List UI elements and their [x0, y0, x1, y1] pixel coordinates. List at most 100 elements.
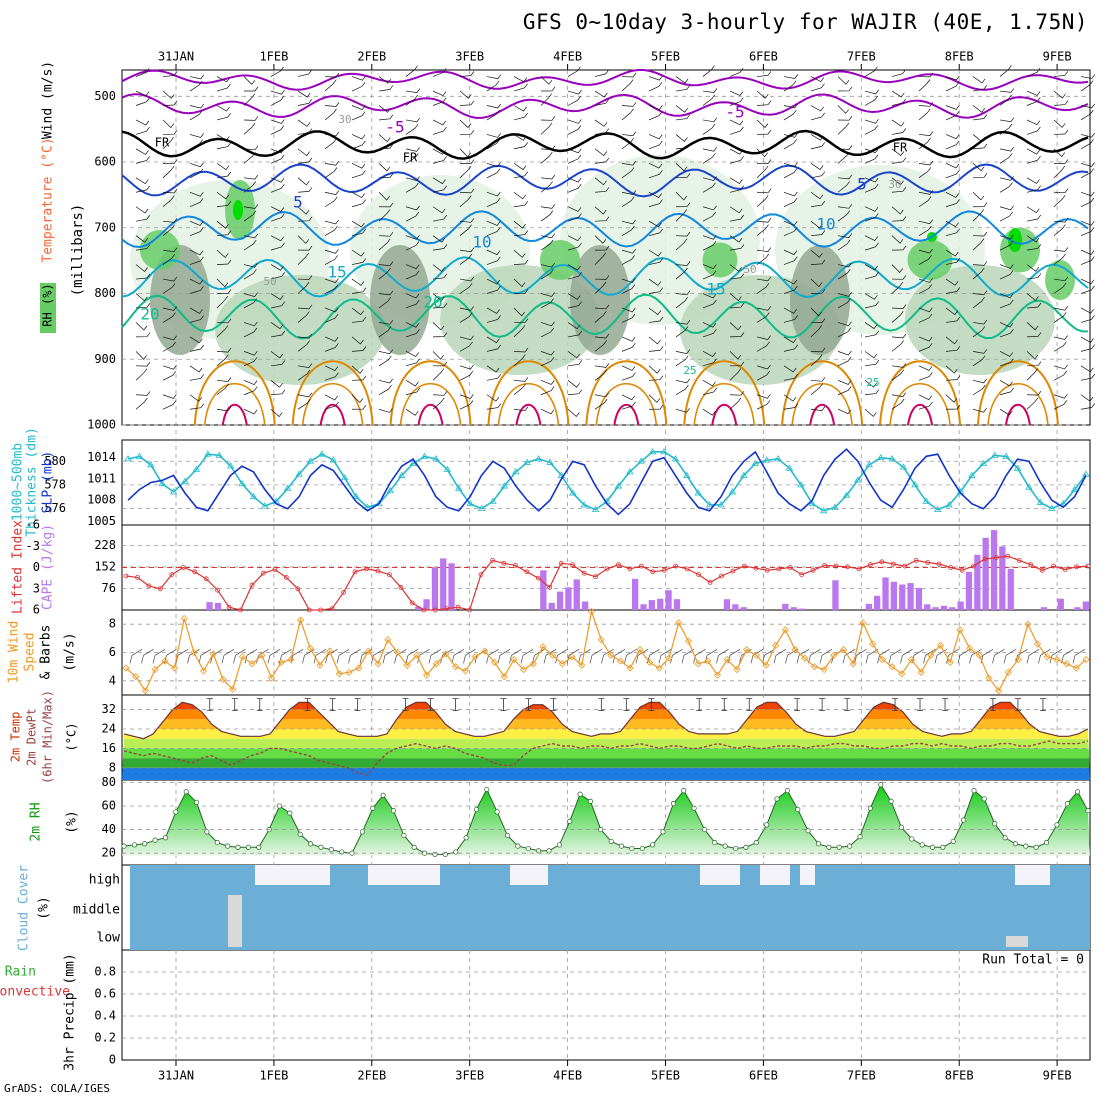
- wind-barb: [891, 128, 907, 135]
- thickness-point: [740, 471, 748, 478]
- wind-barb: [405, 65, 418, 77]
- wind-barb-10m: [221, 649, 235, 664]
- wind-barb: [783, 249, 798, 256]
- wind-point: [1063, 660, 1071, 668]
- wind-barb: [486, 249, 501, 256]
- lifted-tick: 6: [33, 603, 40, 617]
- wind-barb: [243, 210, 257, 222]
- wind-barb: [891, 363, 907, 368]
- wind-barb: [621, 248, 636, 254]
- wind-barb: [1053, 282, 1067, 294]
- wind-point: [335, 670, 343, 678]
- thickness-point: [728, 488, 737, 495]
- wind-barb: [567, 389, 583, 396]
- lifted-point: [215, 587, 221, 593]
- thickness-point: [249, 492, 258, 500]
- wind-barb: [891, 333, 907, 339]
- lifted-point: [409, 600, 415, 606]
- wind-barb-10m: [819, 649, 833, 664]
- wind-barb: [864, 322, 878, 330]
- wind-barb: [216, 278, 229, 288]
- wind-barb: [648, 163, 663, 169]
- wind-barb: [864, 213, 879, 222]
- wind-barb: [513, 163, 527, 171]
- rh-point: [453, 849, 459, 855]
- wind-barb: [702, 211, 716, 222]
- rh-point: [1033, 844, 1039, 850]
- wind-barb: [216, 220, 229, 229]
- wind-barb: [918, 137, 931, 150]
- wind-barb: [999, 240, 1014, 251]
- lifted-point: [249, 582, 255, 588]
- panel-frame-precip: [121, 949, 1091, 1061]
- wind-barb: [918, 307, 933, 313]
- wind-barb: [675, 261, 691, 266]
- wind-barb: [189, 394, 203, 402]
- lifted-point: [169, 572, 175, 577]
- wind-barb: [189, 307, 203, 314]
- wind-barb: [945, 228, 960, 237]
- wind-barb: [135, 126, 150, 135]
- wind-barb: [378, 261, 394, 266]
- cloud-gap: [1015, 865, 1050, 885]
- wind-barb: [972, 134, 985, 142]
- wind-barb: [1026, 177, 1040, 184]
- wind-barb: [297, 304, 313, 310]
- wind-point: [888, 663, 896, 671]
- wind-barb: [567, 360, 583, 367]
- wind-barb: [405, 387, 420, 396]
- contour-label: 25: [866, 376, 879, 389]
- wind-barb: [243, 152, 256, 164]
- wind-barb: [351, 394, 364, 404]
- wind-barb: [864, 125, 879, 135]
- rh-point: [515, 843, 521, 849]
- wind-barb: [783, 191, 798, 197]
- wind-barb: [189, 227, 204, 236]
- wind-barb-10m: [773, 649, 787, 664]
- lifted-point: [306, 607, 312, 613]
- wind-barb: [351, 170, 366, 179]
- wind-barb: [594, 69, 609, 77]
- wind-barb: [162, 119, 175, 129]
- wind-barb: [864, 119, 879, 124]
- wind-barb: [162, 159, 178, 165]
- wind-barb: [540, 233, 556, 239]
- lifted-point: [318, 607, 324, 613]
- isotherm-35: [1004, 404, 1031, 426]
- wind-barb: [216, 347, 232, 353]
- wind-barb: [837, 151, 850, 164]
- cape-bar: [540, 570, 547, 610]
- wind-barb: [702, 264, 717, 270]
- wind-barb: [918, 196, 932, 208]
- wind-barb: [243, 181, 256, 193]
- wind-barb: [621, 190, 637, 195]
- wind-barb: [351, 75, 366, 81]
- wind-barb: [324, 394, 338, 401]
- wind-barb: [513, 307, 525, 317]
- wind-barb: [621, 196, 635, 208]
- thickness-point: [1048, 504, 1056, 511]
- wind-barb: [1026, 293, 1039, 302]
- wind-barb: [1026, 368, 1038, 381]
- thickness-point: [808, 499, 816, 507]
- wind-barb: [810, 249, 823, 258]
- cape-bar: [874, 595, 881, 610]
- wind-barb: [540, 379, 555, 385]
- wind-barb: [1053, 335, 1068, 340]
- contour-label: FR: [893, 141, 908, 155]
- wind-barb: [702, 293, 717, 299]
- wind-barb: [1080, 307, 1094, 314]
- ylabel-wind10-2: Speed: [23, 632, 38, 671]
- thickness-point: [295, 470, 303, 477]
- temp-band: [122, 738, 1090, 749]
- lifted-point: [1085, 563, 1091, 569]
- wind-barb: [621, 219, 636, 225]
- wind-barb: [405, 117, 421, 123]
- cape-bar: [999, 546, 1006, 611]
- wind-barb: [945, 375, 961, 381]
- wind-barb: [270, 154, 285, 164]
- wind-barb: [162, 253, 176, 265]
- pressure-tick: 1000: [87, 418, 116, 432]
- wind-barb: [756, 276, 772, 282]
